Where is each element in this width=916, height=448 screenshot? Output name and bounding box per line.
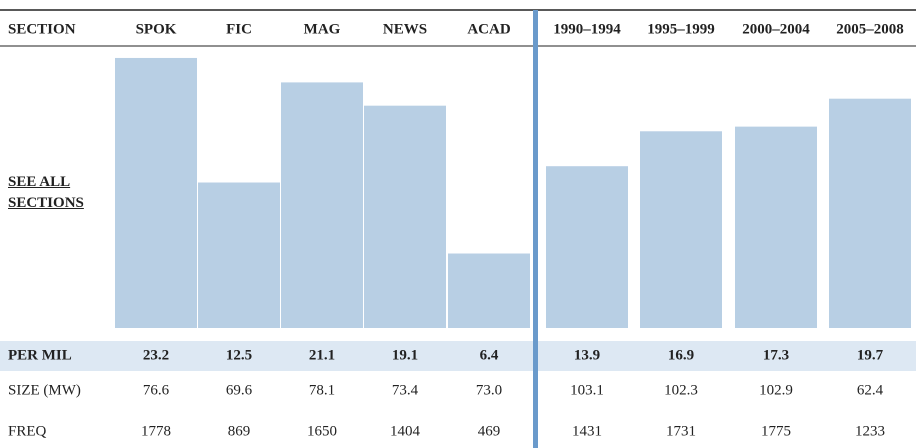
- row-highlight: [0, 341, 916, 371]
- cell-value: 21.1: [309, 347, 335, 363]
- cell-value: 13.9: [574, 347, 600, 363]
- cell-value: 19.7: [857, 347, 884, 363]
- column-header: SPOK: [136, 21, 177, 37]
- cell-value: 69.6: [226, 382, 253, 398]
- cell-value: 1404: [390, 423, 421, 439]
- cell-value: 17.3: [763, 347, 789, 363]
- cell-value: 469: [478, 423, 501, 439]
- cell-value: 1775: [761, 423, 791, 439]
- bar: [640, 131, 722, 328]
- cell-value: 1431: [572, 423, 602, 439]
- cell-value: 1731: [666, 423, 696, 439]
- bar: [735, 126, 817, 329]
- cell-value: 62.4: [857, 382, 884, 398]
- bar: [364, 105, 446, 329]
- cell-value: 869: [228, 423, 251, 439]
- cell-value: 1650: [307, 423, 337, 439]
- cell-value: 1233: [855, 423, 885, 439]
- row-label: SIZE (MW): [8, 382, 81, 398]
- header-label: SECTION: [8, 21, 76, 37]
- bar: [281, 82, 363, 328]
- cell-value: 6.4: [480, 347, 499, 363]
- cell-value: 103.1: [570, 382, 604, 398]
- cell-value: 102.3: [664, 382, 698, 398]
- column-header: 2000–2004: [742, 21, 810, 37]
- column-header: ACAD: [467, 21, 510, 37]
- cell-value: 102.9: [759, 382, 793, 398]
- column-header: 1995–1999: [647, 21, 715, 37]
- bar: [829, 98, 911, 328]
- row-label: PER MIL: [8, 347, 72, 363]
- divider: [533, 10, 538, 448]
- see-all-link[interactable]: SEE ALL SECTIONS: [8, 174, 84, 211]
- cell-value: 19.1: [392, 347, 418, 363]
- column-header: NEWS: [383, 21, 427, 37]
- column-header: 1990–1994: [553, 21, 621, 37]
- bar: [115, 57, 197, 329]
- cell-value: 16.9: [668, 347, 694, 363]
- cell-value: 1778: [141, 423, 171, 439]
- cell-value: 73.0: [476, 382, 502, 398]
- bar: [546, 166, 628, 328]
- bar: [198, 182, 280, 328]
- column-header: 2005–2008: [836, 21, 904, 37]
- cell-value: 23.2: [143, 347, 169, 363]
- row-label: FREQ: [8, 423, 47, 439]
- bar: [448, 253, 530, 328]
- column-header: MAG: [304, 21, 341, 37]
- cell-value: 73.4: [392, 382, 419, 398]
- cell-value: 12.5: [226, 347, 252, 363]
- cell-value: 76.6: [143, 382, 170, 398]
- column-header: FIC: [226, 21, 252, 37]
- cell-value: 78.1: [309, 382, 335, 398]
